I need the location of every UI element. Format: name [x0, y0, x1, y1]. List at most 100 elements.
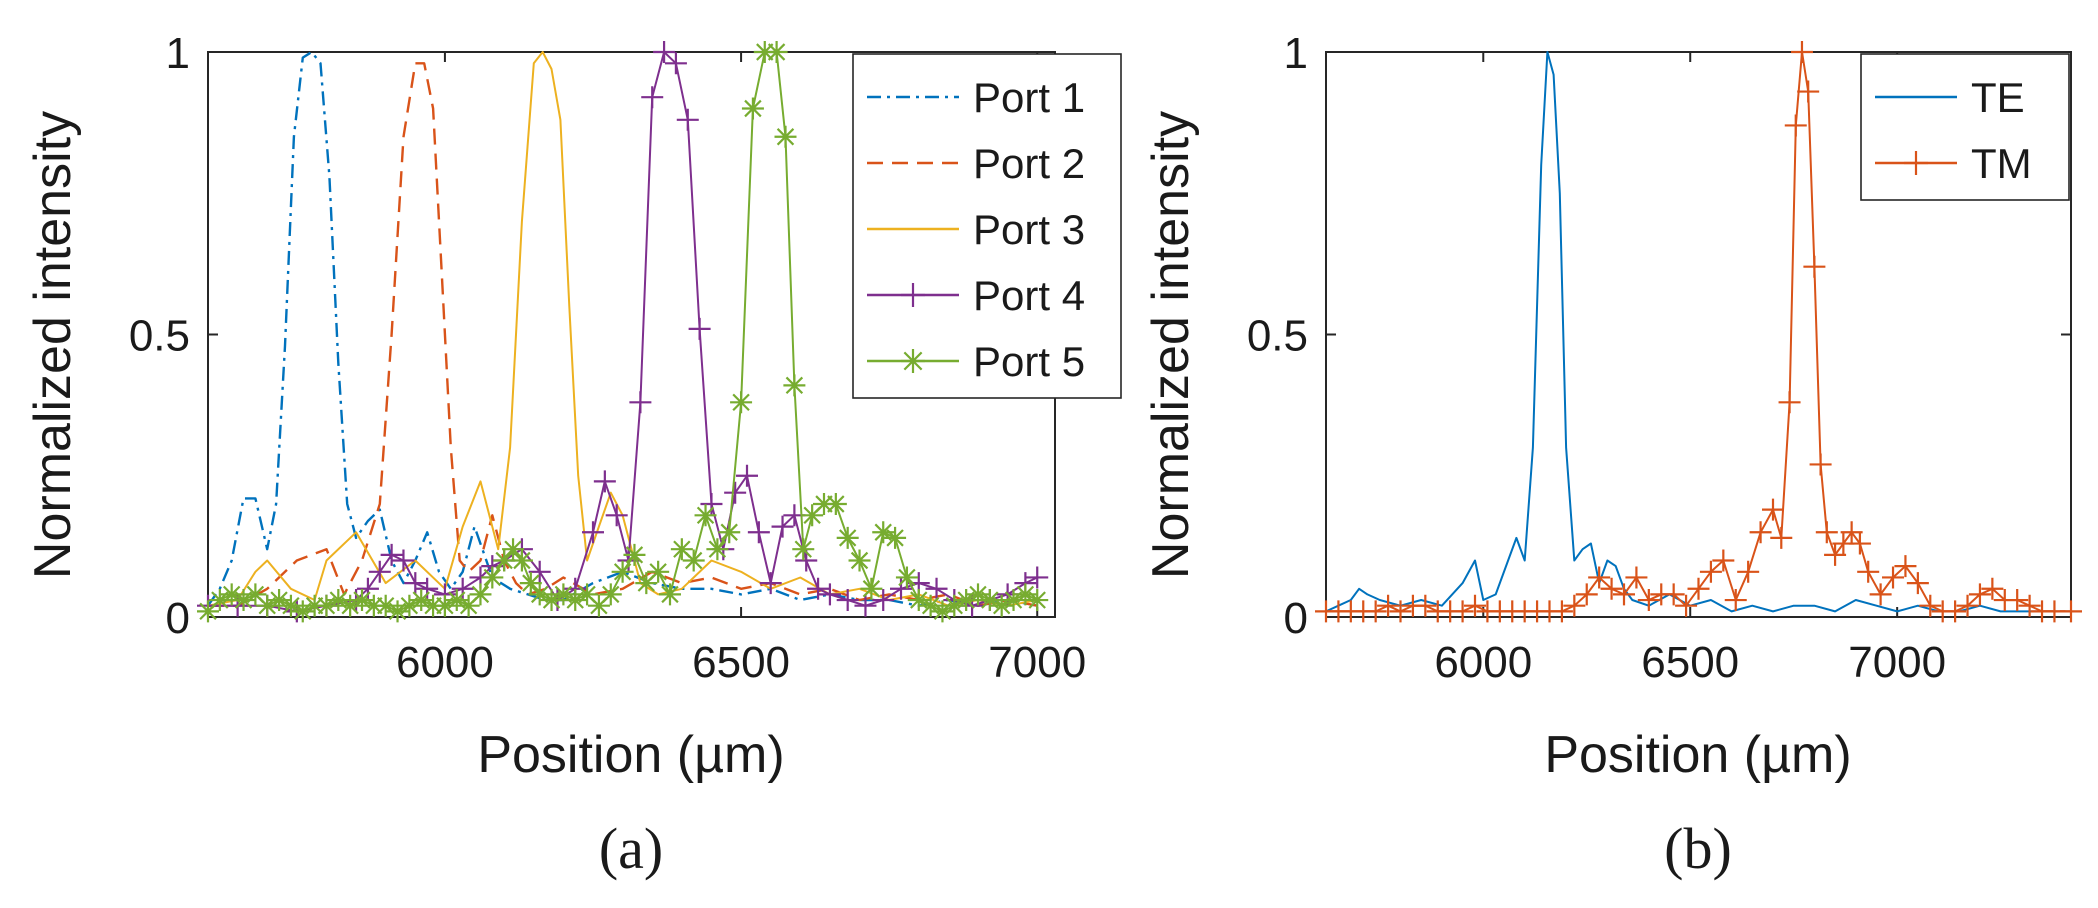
- data-point-port-5: [232, 589, 255, 612]
- data-point-port-5: [670, 538, 693, 561]
- data-point-tm: [1824, 543, 1847, 566]
- legend-marker-port-5: [901, 349, 925, 373]
- data-point-port-4: [854, 594, 877, 617]
- data-point-port-5: [694, 504, 717, 527]
- data-point-tm: [1869, 583, 1892, 606]
- data-point-port-5: [279, 594, 302, 617]
- data-point-port-5: [860, 577, 883, 600]
- data-point-port-5: [682, 549, 705, 572]
- data-point-port-4: [807, 577, 830, 600]
- data-point-port-5: [884, 526, 907, 549]
- data-point-port-5: [1026, 589, 1049, 612]
- data-point-tm: [1389, 600, 1412, 623]
- data-point-port-5: [783, 374, 806, 397]
- data-point-tm: [1687, 577, 1710, 600]
- data-point-tm: [1981, 577, 2004, 600]
- data-point-port-5: [753, 41, 776, 63]
- data-point-tm: [1563, 594, 1586, 617]
- data-point-port-5: [978, 589, 1001, 612]
- data-point-port-5: [599, 583, 622, 606]
- data-point-port-4: [368, 560, 391, 583]
- data-point-tm: [1414, 594, 1437, 617]
- legend-label-tm: TM: [1971, 140, 2032, 187]
- data-point-port-5: [422, 594, 445, 617]
- data-point-port-4: [836, 589, 859, 612]
- data-point-port-5: [519, 572, 542, 595]
- x-tick-label: 6500: [692, 638, 790, 687]
- data-point-port-4: [380, 543, 403, 566]
- data-point-tm: [1451, 600, 1474, 623]
- y-tick-label: 0.5: [129, 312, 190, 361]
- y-tick-label: 0: [1284, 594, 1308, 643]
- panel-b: 6000 6500 7000 0 0.5 1 Position (µm) Normaliz…: [1142, 29, 2082, 881]
- data-point-tm: [1944, 600, 1967, 623]
- data-point-port-5: [457, 594, 480, 617]
- data-point-tm: [1699, 560, 1722, 583]
- data-point-port-5: [895, 566, 918, 589]
- data-point-port-4: [747, 521, 770, 544]
- panel-a: 6000 6500 7000 0 0.5 1 Position (µm) Normaliz…: [24, 29, 1122, 881]
- data-point-port-5: [872, 521, 895, 544]
- data-point-tm: [1464, 594, 1486, 617]
- data-point-port-5: [552, 583, 575, 606]
- data-point-tm: [1919, 594, 1942, 617]
- data-point-port-5: [1002, 589, 1025, 612]
- data-point-tm: [1882, 566, 1905, 589]
- legend-label-port-5: Port 5: [973, 338, 1085, 385]
- data-point-port-5: [943, 594, 966, 617]
- data-point-tm: [1364, 600, 1387, 623]
- x-tick-label: 7000: [988, 638, 1086, 687]
- data-point-port-5: [919, 594, 942, 617]
- data-point-port-4: [759, 572, 782, 595]
- data-point-port-5: [955, 589, 978, 612]
- caption-b: (b): [1664, 816, 1732, 881]
- series-line-port-1: [207, 50, 1038, 607]
- data-point-tm: [1956, 594, 1979, 617]
- data-point-tm: [1857, 560, 1880, 583]
- data-point-port-4: [890, 577, 912, 600]
- x-axis-label-a: Position (µm): [477, 726, 784, 784]
- legend-marker-port-4: [901, 283, 925, 307]
- data-point-port-4: [700, 493, 723, 515]
- data-point-port-5: [315, 594, 338, 617]
- legend-label-port-1: Port 1: [973, 74, 1085, 121]
- data-point-port-5: [303, 594, 326, 617]
- data-point-tm: [1637, 589, 1660, 612]
- data-point-port-4: [872, 589, 895, 612]
- data-point-port-5: [327, 589, 350, 612]
- data-point-port-5: [244, 583, 267, 606]
- axis-ticks-a: 6000 6500 7000 0 0.5 1: [129, 29, 1086, 687]
- data-point-tm: [1600, 577, 1623, 600]
- data-point-port-5: [611, 560, 634, 583]
- data-point-port-5: [398, 594, 421, 617]
- data-point-tm: [1815, 521, 1838, 544]
- series-port-3: [207, 51, 1038, 607]
- data-point-port-5: [256, 594, 279, 617]
- axis-ticks-b: 6000 6500 7000 0 0.5 1: [1247, 29, 2071, 687]
- data-point-port-5: [792, 538, 815, 561]
- caption-a: (a): [599, 816, 663, 881]
- data-point-port-4: [641, 86, 664, 109]
- data-point-tm: [1797, 80, 1820, 103]
- data-point-port-4: [1026, 566, 1049, 589]
- data-point-port-4: [653, 41, 676, 63]
- data-point-port-4: [528, 560, 551, 583]
- data-point-port-4: [582, 521, 604, 544]
- data-point-port-5: [528, 583, 551, 606]
- data-point-tm: [2018, 594, 2041, 617]
- y-tick-label: 0: [166, 594, 190, 643]
- data-point-port-5: [907, 589, 930, 612]
- series-group-b: [1315, 41, 2082, 623]
- data-point-port-4: [688, 317, 711, 340]
- data-point-tm: [1737, 560, 1760, 583]
- data-point-port-5: [967, 583, 989, 606]
- data-point-port-4: [605, 504, 628, 527]
- data-point-port-5: [469, 583, 492, 606]
- data-point-port-4: [676, 108, 699, 131]
- data-point-port-5: [730, 391, 753, 414]
- data-point-tm: [1377, 594, 1400, 617]
- data-point-tm: [1588, 566, 1611, 589]
- data-point-port-5: [635, 572, 658, 595]
- data-point-port-5: [659, 583, 681, 606]
